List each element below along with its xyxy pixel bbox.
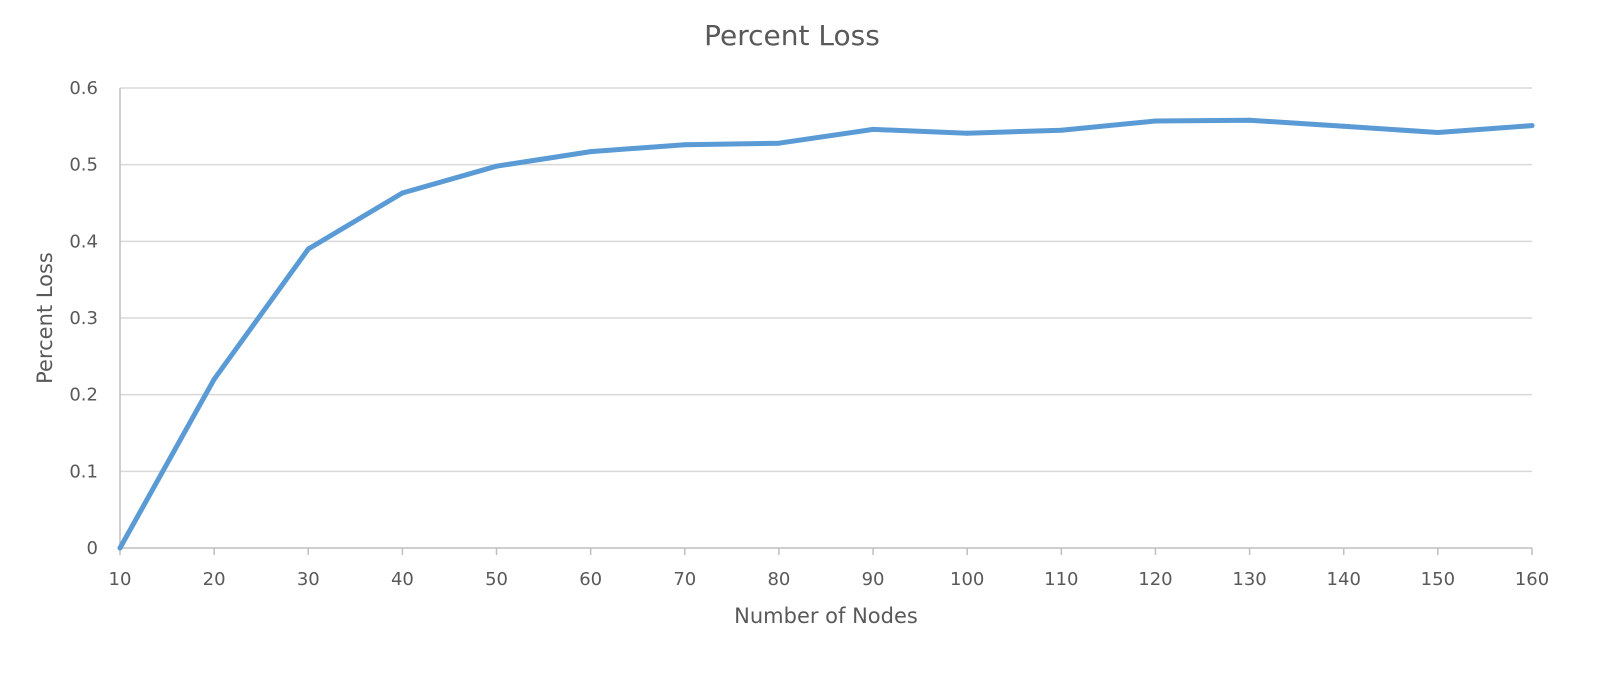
x-tick-label: 110 [1044,569,1078,590]
data-point [1247,117,1253,123]
data-point [1341,123,1347,129]
x-tick-label: 60 [579,569,602,590]
y-tick-label: 0.4 [69,231,98,252]
y-tick-label: 0.5 [69,155,98,176]
data-point [305,246,311,252]
y-tick-label: 0 [87,538,98,559]
x-tick-label: 20 [203,569,226,590]
y-tick-label: 0.2 [69,385,98,406]
x-tick-label: 40 [391,569,414,590]
data-point [1435,130,1441,135]
x-tick-label: 70 [673,569,696,590]
x-axis-title: Number of Nodes [734,604,918,628]
data-point [870,126,876,132]
series-line [117,117,1535,551]
x-tick-label: 120 [1138,569,1172,590]
data-point [588,149,594,155]
data-point [964,130,970,136]
axes [119,88,1533,555]
x-tick-label: 80 [767,569,790,590]
x-tick-label: 140 [1327,569,1361,590]
data-point [1529,123,1535,129]
y-tick-label: 0.1 [69,461,98,482]
gridlines [120,87,1532,473]
x-tick-label: 10 [109,569,132,590]
data-point [494,163,499,169]
x-tick-label: 30 [297,569,320,590]
x-tick-label: 150 [1421,569,1455,590]
data-point [1058,127,1064,133]
data-point [399,190,405,196]
x-tick-label: 160 [1515,569,1549,590]
series-layer [117,117,1535,551]
data-point [117,545,123,551]
chart-title: Percent Loss [704,19,880,52]
x-tick-label: 90 [862,569,885,590]
y-axis-tick-labels: 0 0.1 0.2 0.3 0.4 0.5 0.6 [69,78,98,559]
y-tick-label: 0.3 [69,308,98,329]
x-tick-label: 50 [485,569,508,590]
x-tick-label: 130 [1232,569,1266,590]
y-tick-label: 0.6 [69,78,98,99]
y-axis-title: Percent Loss [33,252,57,384]
data-point [1153,118,1158,124]
x-axis-tick-labels: 10 20 30 40 50 60 70 80 90 100 110 120 130 140 150 160 [109,569,1550,590]
data-point [776,140,782,146]
data-point [682,142,688,148]
x-tick-label: 100 [950,569,984,590]
data-point [211,376,217,382]
